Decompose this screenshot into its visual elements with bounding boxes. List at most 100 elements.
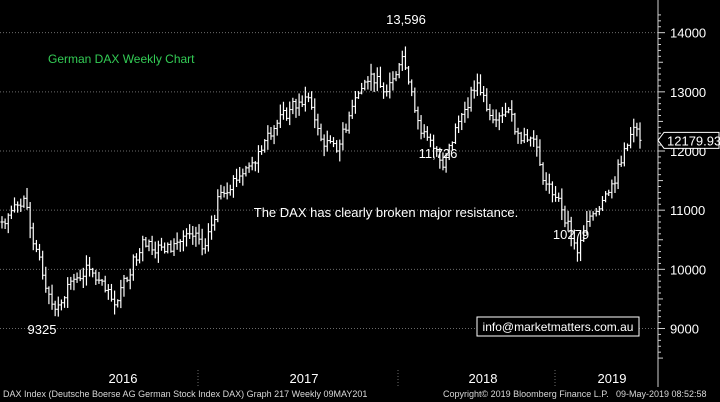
price-bar <box>278 104 282 129</box>
price-bar <box>106 284 110 300</box>
price-bar <box>569 216 573 247</box>
price-bar <box>388 72 392 99</box>
price-bar <box>259 145 264 155</box>
price-bar <box>460 113 464 131</box>
annotation-low-2016: 9325 <box>28 322 57 337</box>
price-bar <box>619 155 623 167</box>
price-bar <box>338 139 342 162</box>
price-bar <box>482 86 486 103</box>
price-bar <box>541 162 545 185</box>
price-bar <box>522 127 526 144</box>
price-bar <box>44 266 48 293</box>
price-bar <box>600 196 605 212</box>
price-bar <box>422 124 426 138</box>
price-bar <box>191 225 195 245</box>
price-bar <box>228 184 232 196</box>
price-bar <box>128 268 132 290</box>
price-bar <box>97 271 101 284</box>
price-bar <box>553 186 558 202</box>
price-bar <box>6 213 10 234</box>
y-label-13000: 13000 <box>670 85 706 100</box>
price-bar <box>0 216 4 229</box>
price-bar <box>425 126 429 141</box>
price-bar <box>250 156 254 171</box>
footer-bar: DAX Index (Deutsche Boerse AG German Sto… <box>0 387 720 402</box>
price-bar <box>141 235 145 262</box>
price-bar <box>381 82 386 99</box>
price-bar <box>213 214 217 231</box>
price-bar <box>28 202 32 239</box>
price-bar <box>253 161 257 172</box>
price-bar <box>87 256 92 277</box>
price-bar <box>256 145 261 173</box>
price-bar <box>313 98 317 129</box>
price-bar <box>62 296 67 308</box>
price-bar <box>297 93 301 116</box>
price-bar <box>369 63 373 91</box>
price-bar <box>206 223 211 252</box>
price-bar <box>453 123 458 145</box>
price-bar <box>247 162 251 173</box>
price-bar <box>116 299 120 308</box>
price-bar <box>322 134 326 157</box>
price-bar <box>119 279 123 309</box>
price-bar <box>209 215 214 240</box>
price-bar <box>166 242 170 254</box>
x-label-2017: 2017 <box>290 371 319 386</box>
price-bar <box>607 189 611 197</box>
website-box: info@marketmatters.com.au <box>476 316 640 337</box>
annotation-low-2019: 10279 <box>553 227 589 242</box>
price-bar <box>500 106 504 124</box>
footer-copyright: Copyright© 2019 Bloomberg Finance L.P. <box>443 389 609 399</box>
price-bar <box>410 79 414 97</box>
price-bar <box>34 239 39 253</box>
price-bar <box>131 254 135 281</box>
price-bar <box>306 92 311 103</box>
price-bar <box>616 159 620 190</box>
price-bar <box>625 143 630 151</box>
price-bar <box>378 66 383 88</box>
last-price-label: 12179.93 <box>667 133 720 148</box>
price-bar <box>507 107 511 114</box>
y-label-9000: 9000 <box>670 322 699 337</box>
price-bar <box>125 276 129 283</box>
price-bar <box>629 127 633 149</box>
price-bar <box>438 147 442 169</box>
annotation-high: 13,596 <box>386 12 426 27</box>
last-price-box <box>657 131 720 149</box>
price-bar <box>528 136 533 147</box>
price-bar <box>547 173 551 194</box>
y-label-10000: 10000 <box>670 262 706 277</box>
price-bar <box>613 176 617 193</box>
x-label-2016: 2016 <box>109 371 138 386</box>
price-bar <box>444 152 448 173</box>
price-bar <box>475 73 479 96</box>
price-bar <box>344 123 348 133</box>
price-bar <box>535 135 539 157</box>
price-bar <box>572 229 576 250</box>
y-label-14000: 14000 <box>670 26 706 41</box>
price-bar <box>3 218 7 230</box>
price-bar <box>291 97 295 115</box>
price-bar <box>319 123 323 142</box>
x-label-2019: 2019 <box>598 371 627 386</box>
price-bar <box>372 72 376 93</box>
price-bar <box>416 106 420 130</box>
price-bar <box>397 62 401 79</box>
price-bar <box>238 166 242 184</box>
price-bar <box>513 112 517 135</box>
price-bar <box>478 74 483 96</box>
price-bar <box>503 102 508 118</box>
price-bar <box>400 50 404 71</box>
website-border <box>476 316 640 337</box>
price-bar <box>69 276 73 290</box>
price-bar <box>288 101 292 126</box>
price-bar <box>294 98 298 118</box>
price-bar <box>72 273 76 291</box>
price-bar <box>353 91 358 114</box>
price-bar <box>37 243 42 261</box>
price-bar <box>197 224 201 245</box>
price-bar <box>485 88 489 112</box>
price-bar <box>516 127 520 144</box>
